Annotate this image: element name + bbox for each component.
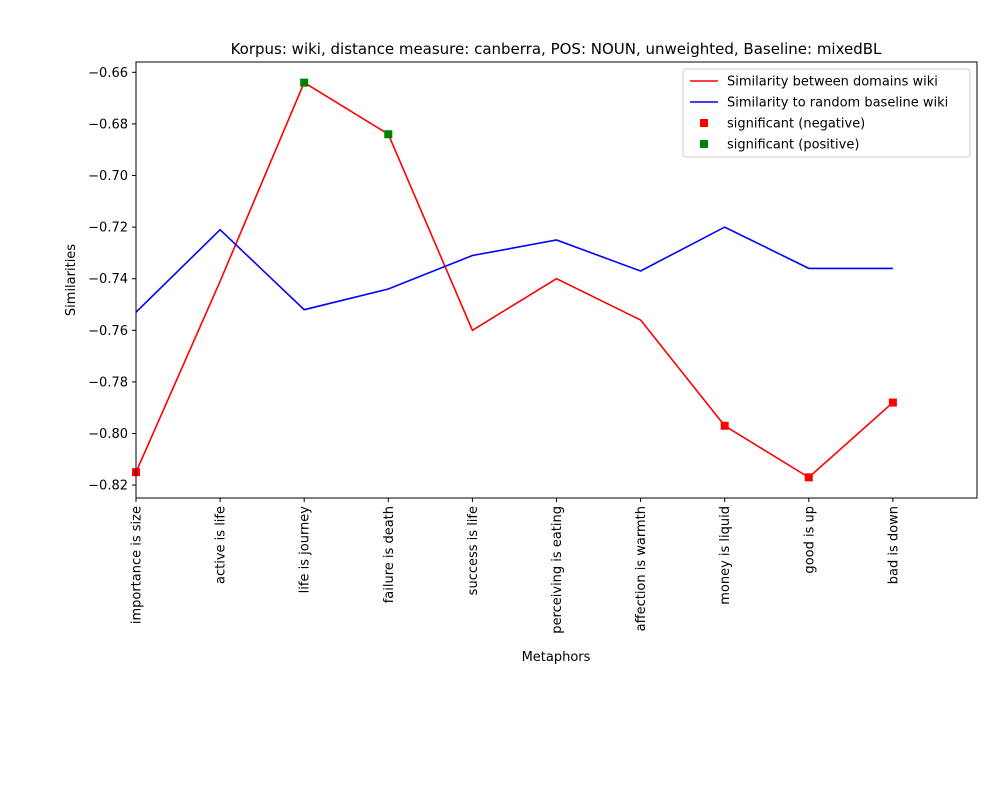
series-line-2 — [135, 226, 893, 313]
legend-entry-label: significant (positive) — [727, 138, 859, 153]
y-tick-label: −0.82 — [88, 479, 128, 494]
x-tick-label: affection is warmth — [634, 506, 649, 631]
y-tick-label: −0.68 — [88, 117, 128, 132]
legend-entry-label: Similarity between domains wiki — [727, 75, 938, 90]
x-tick-label: good is up — [802, 506, 817, 574]
legend-frame — [682, 68, 971, 158]
y-tick-label: −0.74 — [88, 272, 128, 287]
y-tick-label: −0.76 — [88, 324, 128, 339]
negative-significance-marker — [888, 398, 897, 407]
x-tick-label: bad is down — [886, 506, 901, 584]
x-tick-label: active is life — [214, 506, 229, 584]
legend-marker-swatch — [700, 140, 708, 148]
positive-significance-marker — [384, 130, 393, 139]
negative-significance-marker — [804, 473, 813, 482]
negative-significance-marker — [720, 421, 729, 430]
y-tick-label: −0.72 — [88, 221, 128, 236]
x-axis-label: Metaphors — [522, 650, 591, 665]
chart-title: Korpus: wiki, distance measure: canberra… — [231, 40, 882, 58]
y-tick-label: −0.66 — [88, 66, 128, 81]
x-tick-label: money is liquid — [718, 506, 733, 605]
y-tick-label: −0.70 — [88, 169, 128, 184]
x-tick-label: perceiving is eating — [550, 506, 565, 634]
y-tick-label: −0.78 — [88, 375, 128, 390]
legend-entry-label: Similarity to random baseline wiki — [727, 96, 948, 111]
series-line-1 — [135, 81, 894, 479]
y-axis-label: Similarities — [64, 244, 79, 316]
legend: Similarity between domains wiki Similarit… — [682, 68, 971, 158]
x-tick-label: life is journey — [298, 506, 313, 594]
x-tick-label: importance is size — [130, 506, 145, 624]
x-tick-label: failure is death — [382, 506, 397, 603]
legend-entry-label: significant (negative) — [727, 117, 865, 132]
positive-significance-marker — [300, 78, 309, 87]
legend-marker-swatch — [700, 119, 708, 127]
y-tick-label: −0.80 — [88, 427, 128, 442]
x-tick-label: success is life — [466, 506, 481, 595]
